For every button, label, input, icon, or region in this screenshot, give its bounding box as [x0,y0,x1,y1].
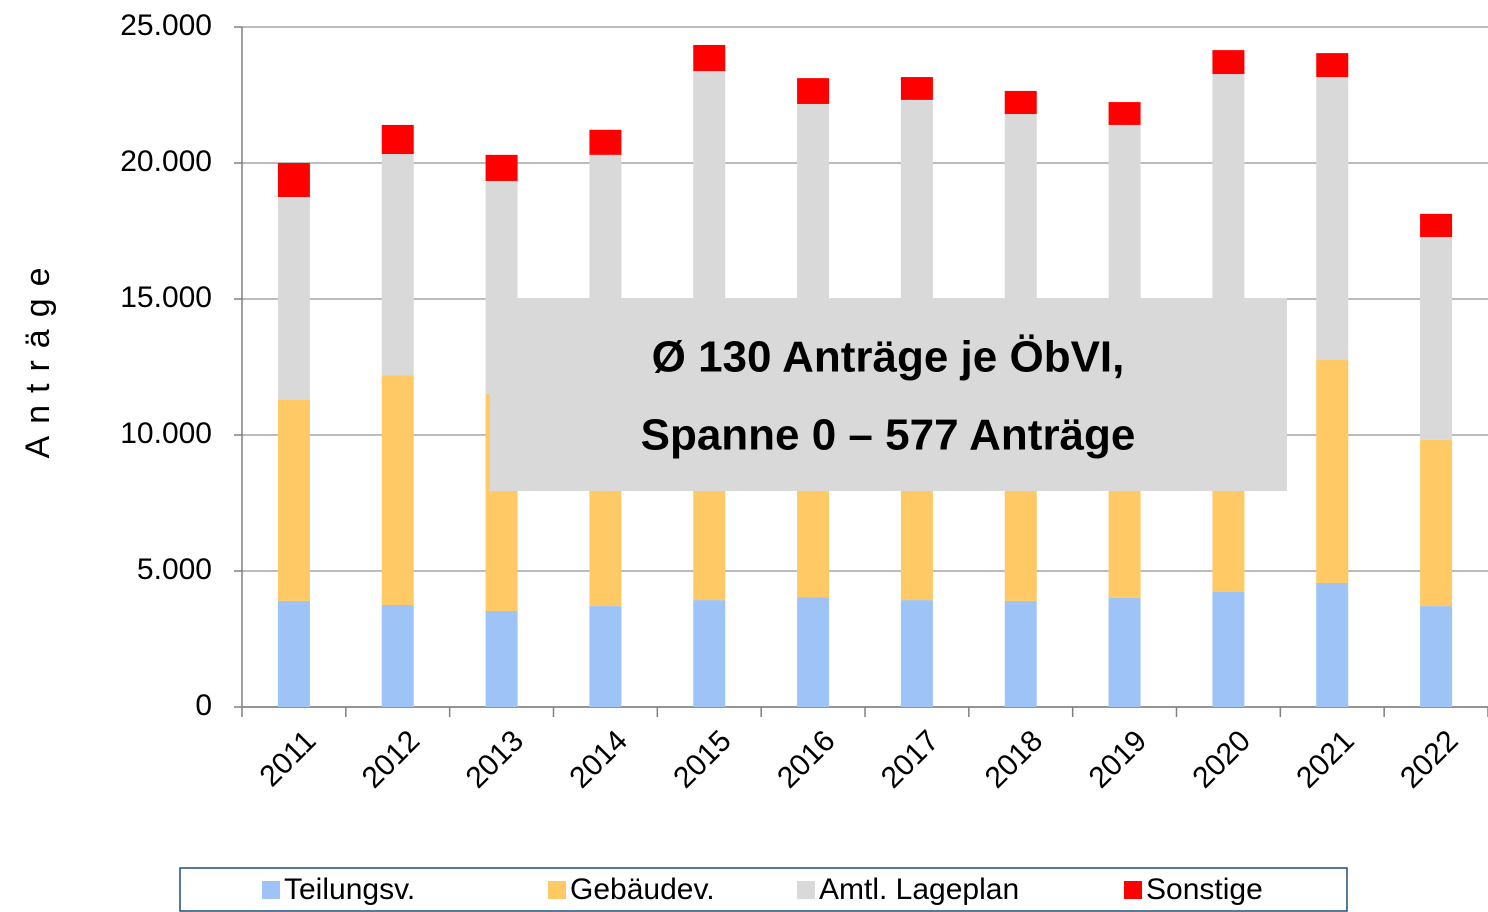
bar-segment [797,78,830,104]
bar-segment [277,163,310,197]
x-tick-label: 2013 [460,724,531,795]
bar-segment [1316,582,1349,707]
y-tick-label: 25.000 [120,9,212,42]
annotation: Spanne 0 – 577 Anträge [641,411,1136,460]
x-tick-label: 2014 [563,724,634,795]
bar-segment [589,129,622,155]
y-tick-label: 0 [195,689,212,722]
bar-segment [381,124,414,155]
bar-segment [1316,359,1349,583]
x-tick-label: 2017 [875,724,946,795]
y-tick-label: 20.000 [120,145,212,178]
legend-label: Gebäudev. [570,873,715,906]
legend-swatch [548,881,566,899]
bar-segment [1108,597,1141,707]
y-tick-label: 15.000 [120,281,212,314]
bar-segment [1108,102,1141,125]
x-tick-label: 2012 [356,724,427,795]
bar-segment [485,610,518,707]
bar-segment [1212,591,1245,707]
bar-segment [797,597,830,707]
bar-segment [693,600,726,707]
bar-segment [277,600,310,707]
y-tick-label: 10.000 [120,417,212,450]
x-tick-label: 2021 [1290,724,1361,795]
bar-segment [900,600,933,707]
bar-segment [589,606,622,707]
x-tick-label: 2016 [771,724,842,795]
annotation-box [490,298,1287,491]
bar-segment [381,605,414,707]
legend-box [179,867,1348,912]
bar-segment [1420,236,1453,440]
x-tick-label: 2011 [254,724,323,793]
legend-swatch [1124,881,1142,899]
bar-segment [381,154,414,376]
bar-segment [1004,90,1037,115]
bar-segment [1420,439,1453,607]
y-axis-title: Anträge [19,255,57,458]
legend-swatch [262,881,280,899]
legend-label: Amtl. Lageplan [819,873,1019,906]
bar-segment [900,77,933,100]
bar-segment [277,399,310,601]
legend-swatch [797,881,815,899]
x-tick-label: 2018 [979,724,1050,795]
annotation: Ø 130 Anträge je ÖbVI, [652,333,1125,382]
x-tick-label: 2019 [1083,724,1154,795]
legend-label: Teilungsv. [284,873,415,906]
bar-segment [1316,53,1349,78]
bar-segment [1212,50,1245,75]
legend-label: Sonstige [1146,873,1263,906]
bar-segment [485,154,518,181]
bar-segment [1004,600,1037,707]
bar-segment [1420,606,1453,707]
bar-segment [277,197,310,400]
bar-segment [1420,213,1453,237]
bar-segment [693,44,726,72]
bar-segment [381,375,414,605]
x-tick-label: 2022 [1394,724,1465,795]
x-tick-label: 2015 [667,724,738,795]
bar-segment [1316,77,1349,360]
y-tick-label: 5.000 [137,553,212,586]
x-tick-label: 2020 [1186,724,1257,795]
